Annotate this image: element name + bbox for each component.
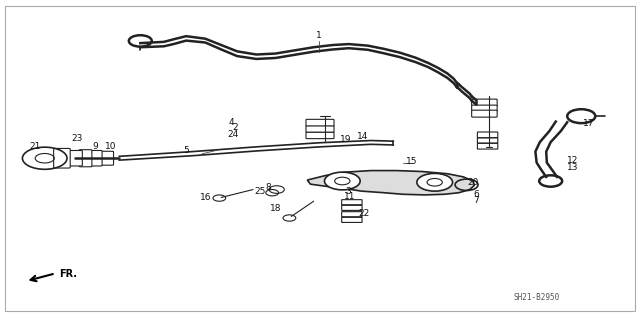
FancyBboxPatch shape	[477, 143, 498, 149]
Text: 22: 22	[358, 209, 369, 218]
FancyBboxPatch shape	[306, 132, 334, 139]
FancyBboxPatch shape	[472, 110, 497, 117]
Text: 11: 11	[344, 192, 356, 201]
FancyBboxPatch shape	[472, 105, 497, 111]
Text: 6: 6	[473, 190, 479, 199]
Circle shape	[324, 172, 360, 190]
FancyBboxPatch shape	[90, 151, 102, 166]
Text: 24: 24	[227, 130, 239, 139]
Text: SH21-B2950: SH21-B2950	[513, 293, 560, 301]
Text: 13: 13	[567, 163, 579, 172]
Circle shape	[417, 174, 452, 191]
FancyBboxPatch shape	[477, 138, 498, 143]
Text: 16: 16	[200, 193, 212, 202]
Text: 20: 20	[468, 178, 479, 187]
Text: 1: 1	[316, 31, 322, 40]
Text: 23: 23	[72, 134, 83, 144]
Text: 10: 10	[105, 142, 116, 151]
FancyBboxPatch shape	[100, 151, 113, 165]
Text: 15: 15	[406, 157, 417, 166]
Polygon shape	[307, 171, 474, 195]
FancyBboxPatch shape	[306, 119, 334, 126]
FancyBboxPatch shape	[477, 132, 498, 138]
FancyBboxPatch shape	[342, 212, 362, 217]
Text: 7: 7	[473, 196, 479, 205]
FancyBboxPatch shape	[342, 200, 362, 205]
Text: 19: 19	[340, 135, 352, 145]
Text: 3: 3	[346, 187, 351, 196]
Text: 17: 17	[582, 119, 594, 128]
FancyBboxPatch shape	[342, 217, 362, 222]
Text: 18: 18	[270, 204, 282, 213]
FancyBboxPatch shape	[54, 148, 70, 168]
Text: 21: 21	[29, 142, 41, 151]
FancyBboxPatch shape	[67, 151, 83, 166]
Text: 4: 4	[228, 118, 234, 127]
FancyBboxPatch shape	[306, 126, 334, 132]
Text: FR.: FR.	[59, 269, 77, 279]
Text: 12: 12	[567, 156, 579, 165]
Text: 5: 5	[184, 146, 189, 155]
Text: 14: 14	[357, 132, 369, 141]
FancyBboxPatch shape	[472, 99, 497, 106]
FancyBboxPatch shape	[79, 150, 92, 167]
FancyBboxPatch shape	[342, 205, 362, 211]
Text: 9: 9	[93, 142, 99, 151]
Text: 2: 2	[233, 123, 239, 132]
Text: 8: 8	[265, 183, 271, 192]
Text: 25: 25	[255, 187, 266, 196]
